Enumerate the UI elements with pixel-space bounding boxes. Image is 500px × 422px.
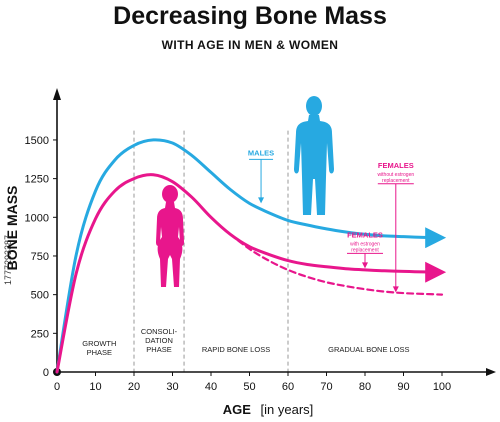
- x-tick-label: 0: [54, 381, 60, 393]
- x-tick-label: 70: [320, 381, 332, 393]
- x-tick-label: 20: [128, 381, 140, 393]
- annotation-females-without-estrogen: FEMALES without estrogen replacement: [377, 161, 414, 293]
- y-tick-label: 500: [31, 290, 49, 302]
- annotation-males: MALES: [248, 148, 274, 204]
- x-tick-label: 30: [166, 381, 178, 393]
- series-line-females: [55, 173, 447, 374]
- y-tick-label: 250: [31, 328, 49, 340]
- x-tick-label: 50: [243, 381, 255, 393]
- phase-label: GRADUAL BONE LOSS: [328, 345, 409, 354]
- series-line-males: [55, 138, 447, 374]
- y-tick-label: 1500: [25, 135, 49, 147]
- y-axis-label: BONE MASS: [4, 186, 20, 271]
- annotation-females-without-estrogen-label: FEMALES: [378, 161, 414, 170]
- phase-label: CONSOLI-DATION PHASE: [141, 327, 178, 354]
- annotation-males-label: MALES: [248, 148, 274, 157]
- annotation-females-with-estrogen-arrow-icon: [362, 262, 368, 269]
- y-tick-label: 1000: [25, 212, 49, 224]
- x-tick-label: 60: [282, 381, 294, 393]
- series-line-females-without-estrogen: [229, 233, 444, 296]
- annotation-females-with-estrogen: FEMALES with estrogen replacement: [347, 230, 383, 269]
- y-tick-label: 1250: [25, 174, 49, 186]
- male-figure-icon: [294, 96, 334, 215]
- annotation-females-with-estrogen-label: FEMALES: [347, 230, 383, 239]
- x-axis-label-main: AGE: [223, 402, 252, 417]
- x-tick-label: 80: [359, 381, 371, 393]
- x-tick-label: 100: [433, 381, 451, 393]
- y-axis-arrow-icon: [53, 88, 61, 100]
- annotation-females-without-estrogen-arrow-icon: [392, 286, 399, 293]
- annotation-males-arrow-icon: [258, 197, 265, 204]
- y-tick-label: 0: [43, 367, 49, 379]
- female-figure-icon: [156, 185, 184, 287]
- annotation-females-with-estrogen-sublabel: with estrogen replacement: [350, 241, 380, 253]
- x-tick-label: 10: [89, 381, 101, 393]
- x-axis-arrow-icon: [486, 368, 496, 376]
- phase-label: GROWTH PHASE: [82, 339, 116, 357]
- y-tick-label: 750: [31, 251, 49, 263]
- x-tick-label: 90: [397, 381, 409, 393]
- phase-label: RAPID BONE LOSS: [202, 345, 270, 354]
- x-axis-label-unit: [in years]: [261, 402, 314, 417]
- x-axis-label: AGE [in years]: [223, 402, 314, 417]
- annotation-females-without-estrogen-sublabel: without estrogen replacement: [377, 172, 414, 184]
- x-tick-label: 40: [205, 381, 217, 393]
- chart-subtitle: WITH AGE IN MEN & WOMEN: [161, 38, 339, 52]
- chart-title: Decreasing Bone Mass: [113, 2, 387, 30]
